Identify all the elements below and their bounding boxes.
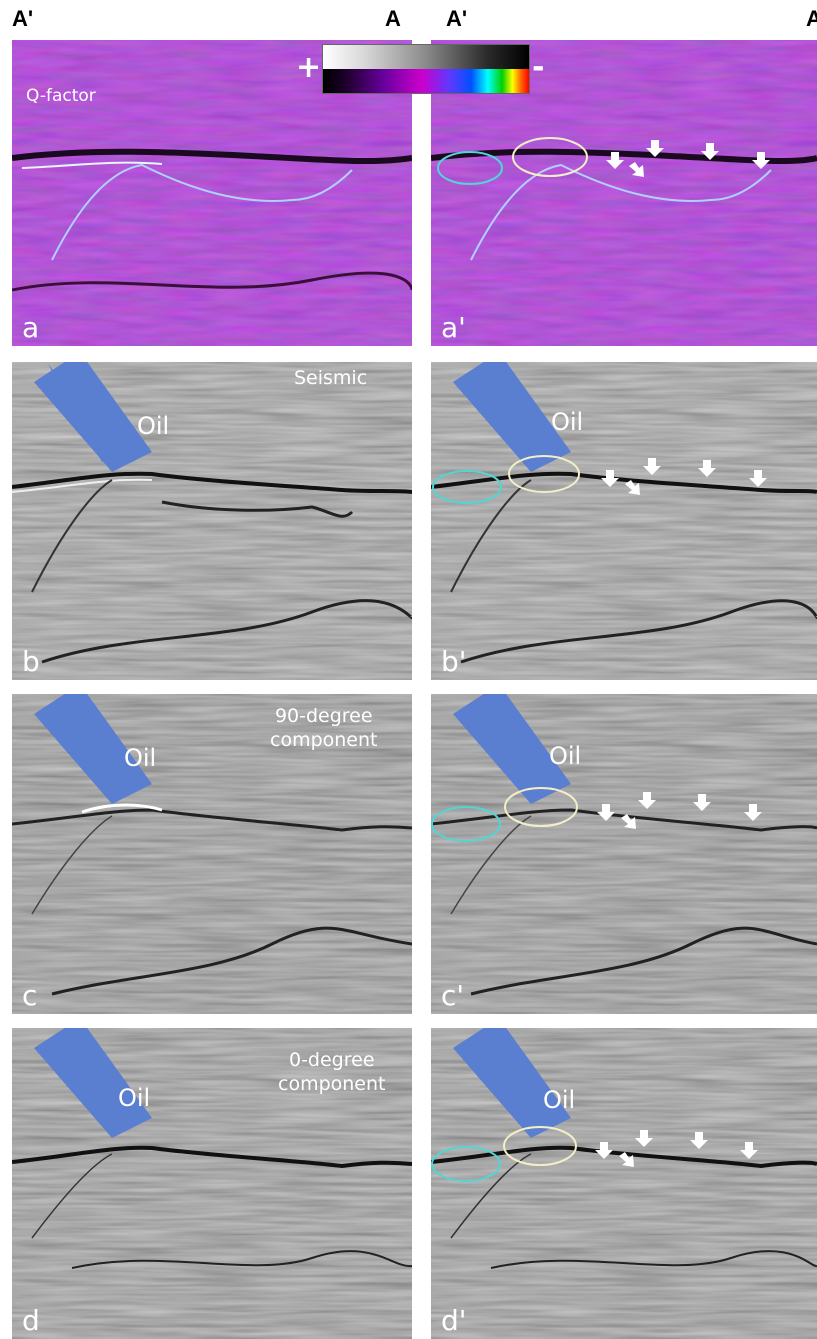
panel-letter: a bbox=[22, 311, 40, 344]
cyan-ellipse bbox=[431, 1146, 501, 1182]
colorbar-spectrum bbox=[323, 69, 529, 93]
panel-letter: b' bbox=[441, 645, 467, 678]
panel-c: 90-degree component Oil c bbox=[12, 694, 412, 1014]
oil-label: Oil bbox=[118, 1084, 151, 1112]
white-arrows bbox=[601, 458, 767, 495]
seismic-image bbox=[12, 694, 412, 1014]
title-line: 90-degree bbox=[274, 705, 373, 727]
cyan-ellipse bbox=[437, 151, 503, 185]
big-blue-arrow bbox=[453, 362, 571, 472]
seismic-image bbox=[431, 1028, 817, 1339]
seismic-image bbox=[12, 1028, 412, 1339]
panel-b-prime: Oil b' bbox=[431, 362, 817, 680]
panel-d-prime: Oil d' bbox=[431, 1028, 817, 1339]
cyan-ellipse bbox=[431, 806, 501, 842]
big-blue-arrow bbox=[453, 1028, 571, 1138]
header-left-a: A bbox=[385, 6, 401, 31]
oil-label: Oil bbox=[124, 744, 157, 772]
cream-ellipse bbox=[512, 137, 588, 177]
cyan-ellipse bbox=[432, 470, 502, 504]
oil-label: Oil bbox=[549, 742, 582, 770]
big-blue-arrow bbox=[34, 1028, 152, 1138]
title-line: 0-degree bbox=[288, 1049, 375, 1071]
panel-letter: c' bbox=[441, 979, 465, 1012]
seismic-image bbox=[12, 362, 412, 680]
big-blue-arrow bbox=[453, 694, 571, 804]
colorbar bbox=[322, 44, 530, 94]
panel-letter: a' bbox=[441, 311, 466, 344]
panel-letter: b bbox=[22, 645, 40, 678]
oil-label: Oil bbox=[551, 408, 584, 436]
colorbar-plus: + bbox=[296, 50, 322, 85]
title-line: component bbox=[278, 1073, 386, 1095]
colorbar-grayscale bbox=[323, 45, 529, 69]
cream-ellipse bbox=[504, 787, 578, 827]
panel-d: 0-degree component Oil d bbox=[12, 1028, 412, 1339]
cream-ellipse bbox=[508, 455, 580, 493]
cream-ellipse bbox=[503, 1126, 577, 1166]
panel-b: Seismic Oil b bbox=[12, 362, 412, 680]
panel-title: Seismic bbox=[294, 367, 368, 389]
panel-letter: d bbox=[22, 1304, 40, 1337]
big-blue-arrow bbox=[34, 694, 152, 804]
colorbar-minus: - bbox=[532, 50, 545, 85]
white-arrows bbox=[597, 792, 762, 829]
header-right-a-prime: A' bbox=[446, 6, 468, 31]
title-line: component bbox=[270, 729, 378, 751]
oil-label: Oil bbox=[543, 1086, 576, 1114]
seismic-image bbox=[431, 362, 817, 680]
header-right-a: A bbox=[806, 6, 817, 31]
header-left-a-prime: A' bbox=[12, 6, 34, 31]
panel-title: 0-degree component bbox=[278, 1048, 386, 1096]
panel-letter: d' bbox=[441, 1304, 467, 1337]
white-arrows bbox=[606, 140, 770, 177]
white-arrows bbox=[595, 1130, 758, 1167]
panel-title: Q-factor bbox=[26, 86, 96, 106]
panel-letter: c bbox=[22, 979, 38, 1012]
oil-label: Oil bbox=[137, 412, 170, 440]
seismic-image bbox=[431, 694, 817, 1014]
panel-title: 90-degree component bbox=[270, 704, 378, 752]
panel-c-prime: Oil c' bbox=[431, 694, 817, 1014]
